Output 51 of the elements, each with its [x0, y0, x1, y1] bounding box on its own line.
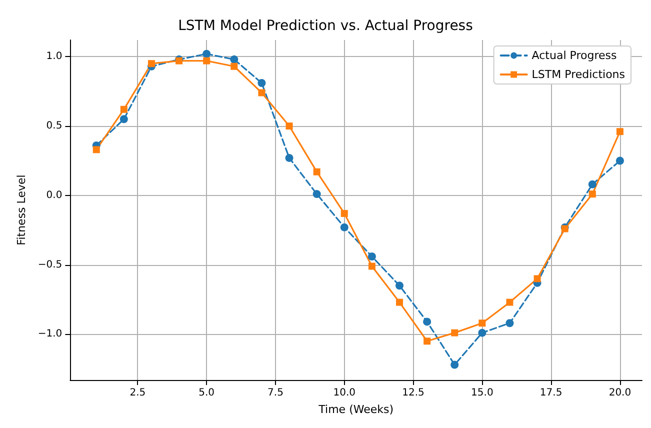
point: [588, 190, 596, 198]
point: [423, 318, 432, 326]
x-tick-label: 2.5: [130, 388, 146, 398]
point: [230, 62, 238, 70]
chart-title: LSTM Model Prediction vs. Actual Progress: [178, 18, 473, 34]
point: [616, 128, 624, 136]
point: [230, 55, 238, 64]
point: [534, 275, 541, 282]
point: [424, 338, 431, 345]
point: [312, 190, 321, 198]
point: [258, 89, 266, 96]
point: [368, 252, 376, 260]
point: [258, 79, 266, 88]
point: [451, 329, 458, 336]
x-tick-label: 20.0: [608, 388, 632, 398]
point: [202, 50, 211, 58]
point: [313, 168, 320, 176]
y-axis-title: Fitness Level: [15, 174, 28, 246]
point: [478, 328, 486, 337]
point: [368, 262, 376, 270]
point: [506, 298, 514, 306]
point: [148, 60, 155, 68]
point: [286, 122, 293, 130]
x-tick-label: 10.0: [333, 388, 356, 398]
y-tick-label: −1.0: [38, 328, 62, 340]
legend-label: Actual Progress: [532, 49, 617, 62]
point: [478, 320, 486, 327]
point: [588, 180, 596, 188]
y-tick-label: 1.0: [46, 51, 62, 62]
point: [396, 282, 404, 290]
point: [396, 298, 403, 306]
x-tick-label: 12.5: [402, 388, 424, 398]
legend-label: LSTM Predictions: [532, 68, 626, 81]
point: [340, 210, 348, 217]
x-tick-label: 5.0: [198, 388, 215, 398]
point: [120, 106, 128, 113]
point: [92, 146, 100, 154]
y-tick-label: 0.5: [46, 120, 62, 132]
point: [506, 319, 514, 328]
point: [450, 360, 459, 369]
y-tick-label: 0.0: [46, 190, 62, 201]
x-tick-label: 7.5: [268, 388, 284, 398]
point: [203, 57, 210, 64]
x-tick-label: 17.5: [540, 388, 562, 398]
point: [340, 223, 348, 232]
x-tick-label: 15.0: [471, 388, 494, 398]
x-axis-title: Time (Weeks): [318, 403, 394, 416]
y-tick-label: −0.5: [38, 259, 62, 270]
point: [616, 156, 624, 165]
point: [285, 154, 294, 162]
point: [120, 115, 128, 124]
